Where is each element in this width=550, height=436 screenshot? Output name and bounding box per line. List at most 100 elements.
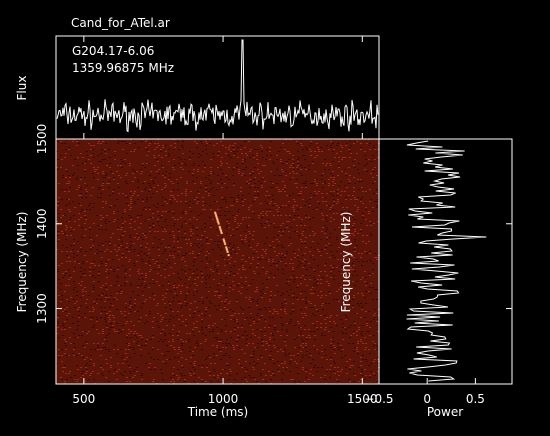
- noise-pixel: [353, 187, 355, 188]
- noise-pixel: [86, 191, 88, 192]
- noise-pixel: [234, 143, 236, 144]
- noise-pixel: [322, 215, 324, 216]
- noise-pixel: [269, 151, 271, 152]
- noise-pixel: [113, 329, 115, 330]
- noise-pixel: [265, 375, 267, 376]
- noise-pixel: [372, 341, 374, 342]
- noise-pixel: [141, 375, 143, 376]
- noise-pixel: [258, 173, 260, 174]
- noise-pixel: [266, 155, 268, 156]
- noise-pixel: [326, 237, 328, 238]
- noise-pixel: [205, 311, 207, 312]
- noise-pixel: [290, 227, 292, 228]
- noise-pixel: [58, 279, 60, 280]
- noise-pixel: [78, 195, 80, 196]
- noise-pixel: [330, 207, 332, 208]
- noise-pixel: [276, 263, 278, 264]
- noise-pixel: [64, 367, 66, 368]
- noise-pixel: [177, 353, 179, 354]
- noise-pixel: [245, 343, 247, 344]
- noise-pixel: [269, 301, 271, 302]
- noise-pixel: [137, 311, 139, 312]
- noise-pixel: [249, 233, 251, 234]
- noise-pixel: [217, 381, 219, 382]
- noise-pixel: [158, 269, 160, 270]
- noise-pixel: [314, 291, 316, 292]
- noise-pixel: [177, 369, 179, 370]
- noise-pixel: [146, 339, 148, 340]
- noise-pixel: [206, 357, 208, 358]
- noise-pixel: [209, 357, 211, 358]
- noise-pixel: [314, 249, 316, 250]
- noise-pixel: [246, 381, 248, 382]
- noise-pixel: [192, 317, 194, 318]
- noise-pixel: [152, 335, 154, 336]
- noise-pixel: [129, 269, 131, 270]
- noise-pixel: [317, 311, 319, 312]
- noise-pixel: [288, 285, 290, 286]
- noise-pixel: [356, 349, 358, 350]
- noise-pixel: [153, 225, 155, 226]
- noise-pixel: [282, 351, 284, 352]
- noise-pixel: [69, 261, 71, 262]
- noise-pixel: [273, 215, 275, 216]
- noise-pixel: [234, 251, 236, 252]
- noise-pixel: [296, 173, 298, 174]
- noise-pixel: [358, 261, 360, 262]
- noise-pixel: [254, 199, 256, 200]
- noise-pixel: [301, 243, 303, 244]
- noise-pixel: [192, 281, 194, 282]
- noise-pixel: [214, 377, 216, 378]
- noise-pixel: [366, 323, 368, 324]
- noise-pixel: [117, 183, 119, 184]
- noise-pixel: [86, 151, 88, 152]
- noise-pixel: [216, 201, 218, 202]
- noise-pixel: [150, 187, 152, 188]
- noise-pixel: [193, 261, 195, 262]
- noise-pixel: [297, 257, 299, 258]
- noise-pixel: [104, 251, 106, 252]
- noise-pixel: [170, 291, 172, 292]
- noise-pixel: [81, 373, 83, 374]
- noise-pixel: [333, 149, 335, 150]
- noise-pixel: [81, 227, 83, 228]
- noise-pixel: [210, 381, 212, 382]
- noise-pixel: [294, 183, 296, 184]
- noise-pixel: [224, 183, 226, 184]
- noise-pixel: [294, 257, 296, 258]
- noise-pixel: [246, 227, 248, 228]
- noise-pixel: [264, 201, 266, 202]
- noise-pixel: [256, 321, 258, 322]
- noise-pixel: [184, 381, 186, 382]
- noise-pixel: [96, 303, 98, 304]
- noise-pixel: [282, 367, 284, 368]
- noise-pixel: [250, 205, 252, 206]
- noise-pixel: [369, 149, 371, 150]
- noise-pixel: [269, 325, 271, 326]
- noise-pixel: [100, 349, 102, 350]
- noise-pixel: [376, 205, 378, 206]
- noise-pixel: [372, 211, 374, 212]
- noise-pixel: [113, 213, 115, 214]
- noise-pixel: [105, 337, 107, 338]
- noise-pixel: [245, 235, 247, 236]
- noise-pixel: [213, 353, 215, 354]
- noise-pixel: [372, 169, 374, 170]
- noise-pixel: [294, 279, 296, 280]
- noise-pixel: [328, 331, 330, 332]
- noise-pixel: [56, 241, 58, 242]
- noise-pixel: [308, 301, 310, 302]
- noise-pixel: [156, 207, 158, 208]
- noise-pixel: [102, 217, 104, 218]
- noise-pixel: [161, 353, 163, 354]
- noise-pixel: [105, 241, 107, 242]
- noise-pixel: [104, 311, 106, 312]
- noise-pixel: [333, 341, 335, 342]
- noise-pixel: [80, 177, 82, 178]
- noise-pixel: [274, 175, 276, 176]
- noise-pixel: [208, 243, 210, 244]
- noise-pixel: [316, 185, 318, 186]
- noise-pixel: [201, 381, 203, 382]
- noise-pixel: [309, 373, 311, 374]
- noise-pixel: [65, 311, 67, 312]
